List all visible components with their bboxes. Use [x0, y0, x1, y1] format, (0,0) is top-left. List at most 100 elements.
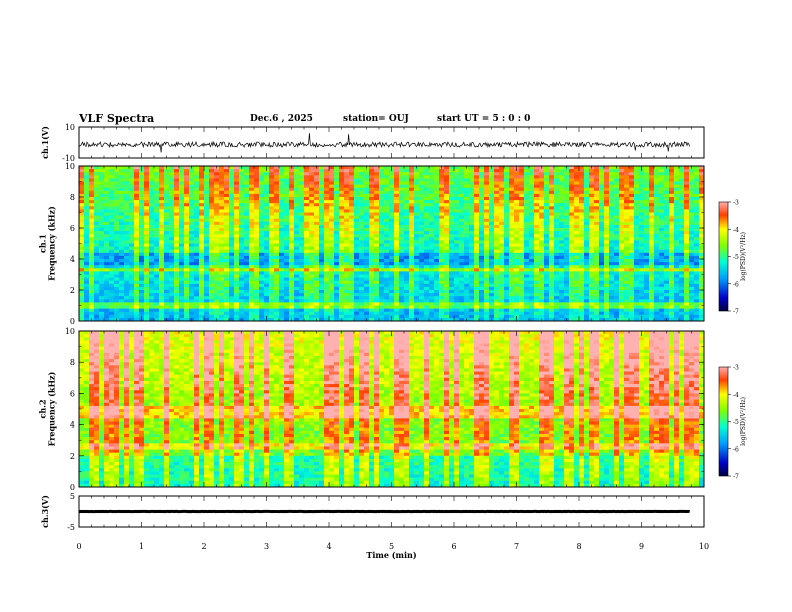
spectrogram-cell: [199, 193, 205, 198]
spectrogram-cell: [309, 181, 315, 185]
spectrogram-cell: [239, 206, 245, 210]
spectrogram-cell: [539, 231, 545, 235]
spectrogram-cell: [79, 252, 85, 257]
spectrogram-cell: [229, 283, 235, 288]
spectrogram-cell: [414, 190, 420, 195]
spectrogram-cell: [369, 221, 375, 226]
spectrogram-cell: [314, 215, 320, 220]
spectrogram-cell: [264, 175, 270, 179]
spectrogram-cell: [89, 302, 95, 306]
spectrogram-cell: [129, 302, 135, 306]
spectrogram-cell: [324, 234, 330, 238]
spectrogram-cell: [119, 314, 125, 319]
spectrogram-cell: [559, 228, 565, 232]
spectrogram-cell: [119, 308, 125, 313]
spectrogram-cell: [204, 181, 210, 185]
spectrogram-cell: [254, 166, 260, 170]
spectrogram-cell: [539, 224, 545, 229]
spectrogram-cell: [299, 302, 305, 306]
spectrogram-cell: [294, 283, 300, 288]
spectrogram-cell: [289, 224, 295, 229]
spectrogram-cell: [219, 228, 225, 232]
spectrogram-cell: [239, 172, 245, 176]
spectrogram-cell: [449, 249, 455, 254]
spectrogram-cell: [184, 172, 190, 176]
spectrogram-cell: [509, 169, 515, 173]
spectrogram-cell: [519, 200, 525, 204]
spectrogram-cell: [499, 175, 505, 179]
spectrogram-cell: [274, 293, 280, 297]
spectrogram-cell: [374, 280, 380, 285]
spectrogram-cell: [569, 197, 575, 201]
spectrogram-cell: [114, 231, 120, 235]
spectrogram-cell: [279, 252, 285, 257]
spectrogram-cell: [294, 169, 300, 173]
spectrogram-cell: [394, 228, 400, 232]
spectrogram-cell: [94, 302, 100, 306]
spectrogram-cell: [559, 169, 565, 173]
spectrogram-cell: [214, 228, 220, 232]
spectrogram-cell: [489, 290, 495, 294]
spectrogram-cell: [204, 277, 210, 282]
spectrogram-cell: [104, 317, 110, 322]
spectrogram-cell: [419, 302, 425, 306]
spectrogram-cell: [344, 299, 350, 303]
spectrogram-cell: [189, 274, 195, 278]
spectrogram-cell: [169, 277, 175, 282]
spectrogram-cell: [154, 305, 160, 309]
spectrogram-cell: [114, 203, 120, 207]
spectrogram-cell: [164, 203, 170, 207]
spectrogram-cell: [104, 212, 110, 216]
spectrogram-cell: [344, 197, 350, 201]
spectrogram-cell: [419, 237, 425, 241]
spectrogram-cell: [549, 203, 555, 207]
spectrogram-cell: [104, 172, 110, 176]
spectrogram-cell: [279, 224, 285, 229]
spectrogram-cell: [304, 234, 310, 238]
spectrogram-cell: [284, 187, 290, 192]
spectrogram-cell: [79, 197, 85, 201]
spectrogram-cell: [329, 265, 335, 269]
spectrogram-cell: [569, 169, 575, 173]
spectrogram-cell: [409, 172, 415, 176]
spectrogram-cell: [104, 293, 110, 297]
spectrogram-cell: [454, 228, 460, 232]
spectrogram-cell: [439, 314, 445, 319]
spectrogram-cell: [349, 299, 355, 303]
spectrogram-cell: [334, 178, 340, 182]
spectrogram-cell: [354, 252, 360, 257]
spectrogram-cell: [554, 293, 560, 297]
spectrogram-cell: [259, 218, 265, 223]
spectrogram-cell: [429, 175, 435, 179]
spectrogram-cell: [499, 286, 505, 291]
spectrogram-cell: [489, 193, 495, 198]
spectrogram-cell: [139, 178, 145, 182]
spectrogram-cell: [519, 293, 525, 297]
spectrogram-cell: [554, 265, 560, 269]
spectrogram-cell: [374, 305, 380, 309]
spectrogram-cell: [534, 231, 540, 235]
spectrogram-cell: [304, 311, 310, 316]
spectrogram-cell: [374, 234, 380, 238]
spectrogram-cell: [469, 221, 475, 226]
spectrogram-cell: [199, 305, 205, 309]
spectrogram-cell: [299, 299, 305, 303]
spectrogram-cell: [539, 305, 545, 309]
spectrogram-cell: [329, 237, 335, 241]
spectrogram-cell: [434, 317, 440, 322]
spectrogram-cell: [119, 200, 125, 204]
spectrogram-cell: [284, 299, 290, 303]
spectrogram-cell: [234, 262, 240, 266]
spectrogram-cell: [569, 243, 575, 247]
spectrogram-cell: [409, 268, 415, 272]
spectrogram-cell: [524, 175, 530, 179]
spectrogram-cell: [559, 221, 565, 226]
spectrogram-cell: [289, 262, 295, 266]
spectrogram-cell: [184, 234, 190, 238]
spectrogram-cell: [314, 212, 320, 216]
spectrogram-cell: [144, 221, 150, 226]
spectrogram-cell: [414, 178, 420, 182]
spectrogram-cell: [444, 169, 450, 173]
spectrogram-cell: [264, 305, 270, 309]
spectrogram-cell: [549, 193, 555, 198]
